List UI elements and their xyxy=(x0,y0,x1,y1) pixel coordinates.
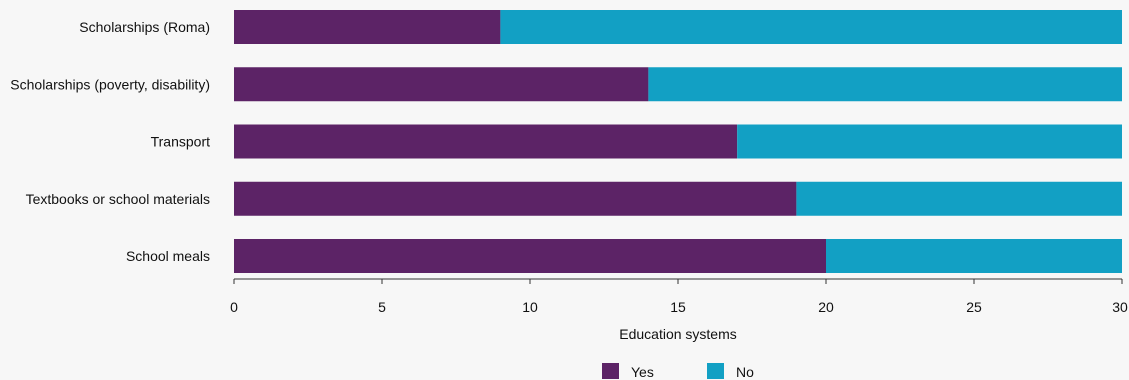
bar-yes-3 xyxy=(234,181,797,216)
bar-no-2 xyxy=(737,124,1122,159)
category-label: Scholarships (poverty, disability) xyxy=(10,76,210,92)
category-labels: Scholarships (Roma) Scholarships (poverty… xyxy=(10,19,210,264)
x-axis: 0 5 10 15 20 25 30 xyxy=(230,278,1128,315)
bar-yes-4 xyxy=(234,239,826,273)
legend-label-no: No xyxy=(736,364,754,380)
bars-layer xyxy=(234,10,1122,273)
category-label: Scholarships (Roma) xyxy=(79,19,210,35)
legend-label-yes: Yes xyxy=(631,364,654,380)
category-label: Textbooks or school materials xyxy=(26,191,210,207)
bar-yes-1 xyxy=(234,67,649,102)
legend: Yes No xyxy=(602,363,754,380)
x-tick-label: 30 xyxy=(1112,299,1128,315)
x-axis-title: Education systems xyxy=(619,326,737,342)
x-tick-label: 5 xyxy=(378,299,386,315)
bar-no-3 xyxy=(796,181,1122,216)
category-label: School meals xyxy=(126,248,210,264)
bar-no-0 xyxy=(500,10,1122,44)
category-label: Transport xyxy=(151,134,211,150)
bar-yes-2 xyxy=(234,124,738,159)
x-tick-label: 10 xyxy=(522,299,538,315)
legend-swatch-no xyxy=(707,363,724,379)
x-tick-label: 0 xyxy=(230,299,238,315)
legend-swatch-yes xyxy=(602,363,619,379)
bar-no-1 xyxy=(648,67,1122,102)
x-tick-label: 20 xyxy=(818,299,834,315)
x-tick-label: 15 xyxy=(670,299,686,315)
bar-no-4 xyxy=(826,239,1122,273)
x-tick-label: 25 xyxy=(966,299,982,315)
bar-yes-0 xyxy=(234,10,501,44)
